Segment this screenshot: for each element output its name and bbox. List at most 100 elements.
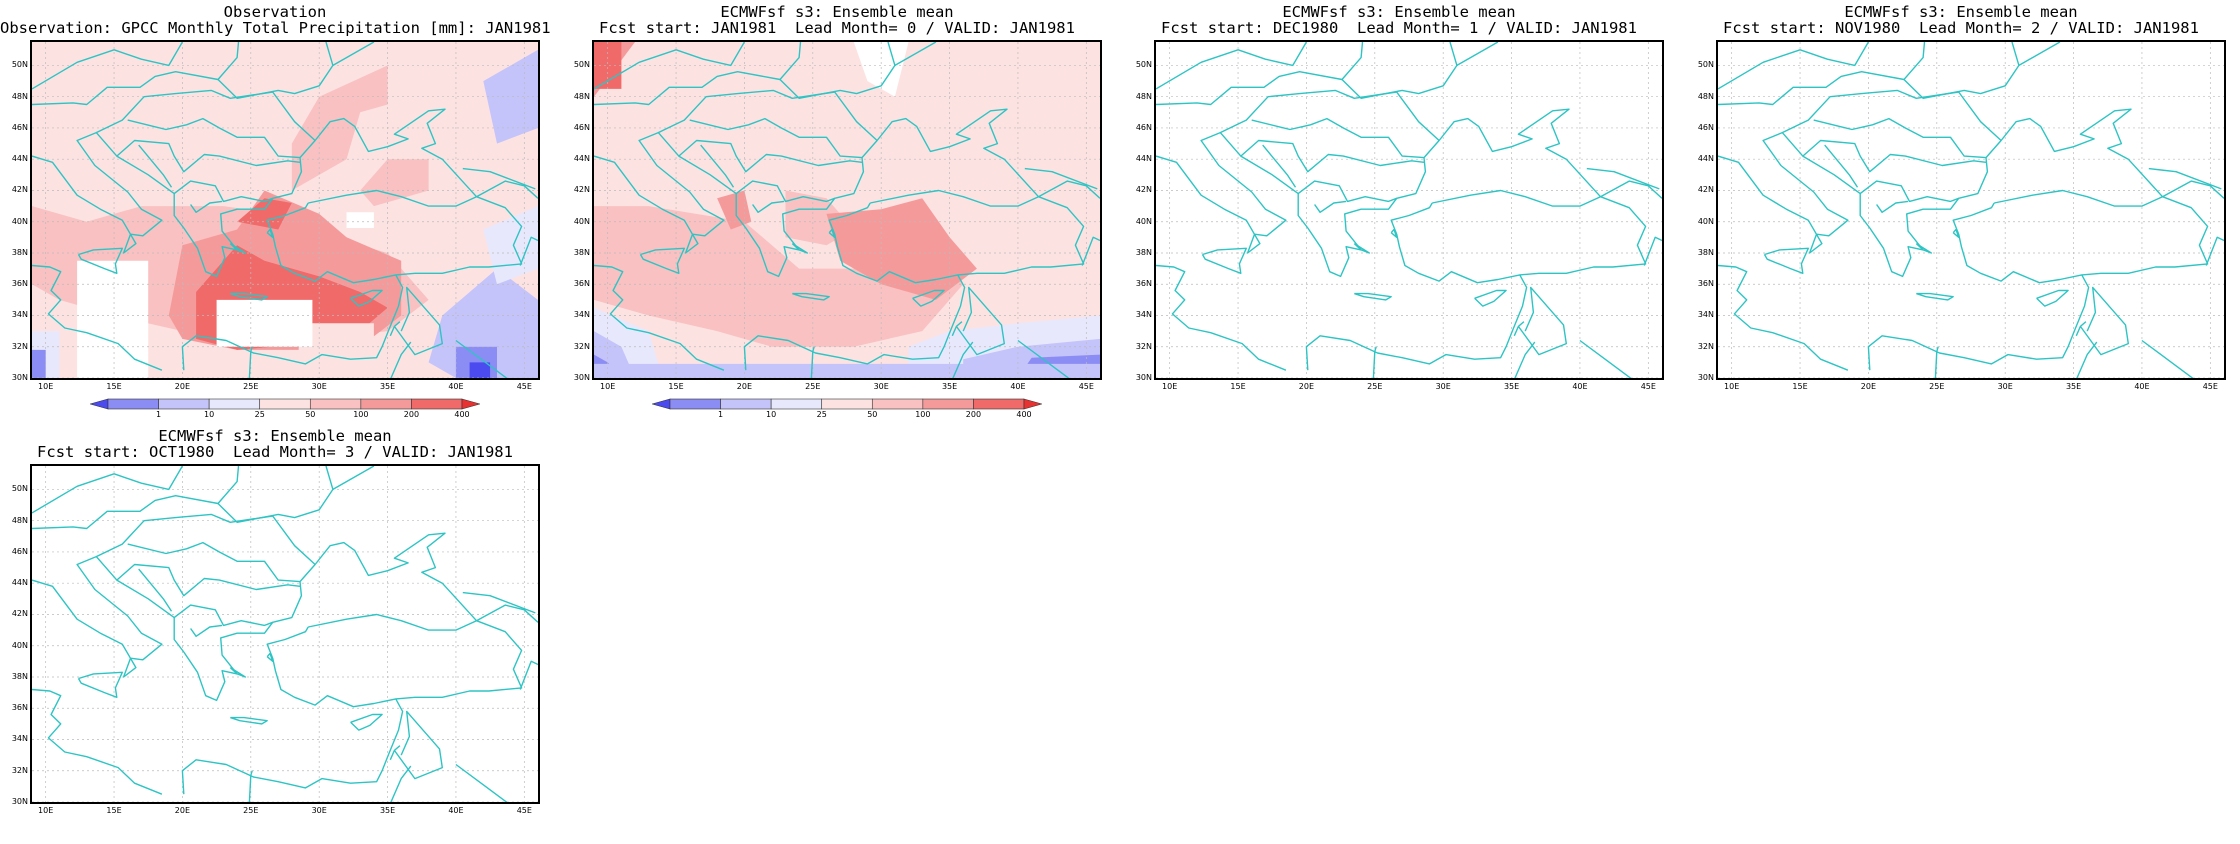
colorbar-label: 10	[204, 410, 215, 419]
coastline	[1353, 243, 1371, 254]
country-border	[1341, 42, 1458, 99]
country-border	[1519, 196, 1647, 276]
coastline	[1952, 228, 1960, 239]
country-border	[462, 167, 536, 190]
colorbar-label: 400	[1016, 410, 1032, 419]
coastline	[77, 247, 124, 275]
lon-tick-label: 15E	[106, 382, 122, 391]
map-panel-4: ECMWFsf s3: Ensemble mean Fcst start: NOV…	[1686, 0, 2236, 420]
lat-tick-label: 40N	[11, 216, 28, 226]
country-border	[1859, 180, 1959, 203]
lat-tick-label: 40N	[573, 216, 590, 226]
coastline	[912, 289, 945, 307]
lon-tick-label: 40E	[2134, 382, 2150, 391]
lon-tick-label: 10E	[1162, 382, 1178, 391]
colorbar: 1 10 25 50 100 200 400	[652, 398, 1042, 420]
lon-tick-label: 45E	[1078, 382, 1094, 391]
map-frame	[1716, 40, 2226, 380]
colorbar-label: 100	[915, 410, 931, 419]
lon-tick-label: 15E	[1230, 382, 1246, 391]
country-border	[1017, 339, 1070, 378]
country-border	[1718, 42, 1926, 106]
country-border	[127, 541, 301, 583]
colorbar-label: 100	[353, 410, 369, 419]
missing-data-box	[346, 212, 374, 228]
coastline	[77, 671, 124, 699]
colorbar-label: 10	[766, 410, 777, 419]
country-border	[2018, 42, 2061, 67]
lat-tick-label: 32N	[1135, 341, 1152, 351]
coastline	[1390, 228, 1398, 239]
country-border	[2079, 286, 2129, 356]
coastlines	[32, 466, 538, 802]
country-border	[116, 563, 301, 597]
graticule	[1156, 42, 1662, 378]
lat-tick-label: 42N	[1135, 185, 1152, 195]
precip-contour	[469, 362, 491, 378]
country-border	[810, 346, 815, 378]
lon-tick-label: 35E	[1503, 382, 1520, 391]
map-panel-5: ECMWFsf s3: Ensemble mean Fcst start: OCT…	[0, 424, 550, 844]
country-border	[390, 341, 412, 378]
map-panel-2: ECMWFsf s3: Ensemble mean Fcst start: JAN…	[562, 0, 1112, 420]
lon-tick-label: 20E	[736, 382, 753, 391]
coastline	[32, 532, 478, 702]
missing-data-box	[853, 42, 909, 97]
coastline	[350, 713, 383, 731]
lat-tick-label: 48N	[11, 515, 28, 525]
country-border	[1038, 180, 1100, 199]
country-border	[2081, 196, 2209, 276]
country-border	[1824, 144, 1859, 188]
panel-subtitle: Observation: GPCC Monthly Total Precipit…	[0, 19, 551, 37]
lat-tick-label: 30N	[1697, 373, 1714, 382]
lon-tick-label: 25E	[1929, 382, 1945, 391]
coastline	[1718, 264, 1849, 371]
colorbar-swatch	[770, 398, 823, 410]
lat-tick-label: 38N	[11, 247, 28, 257]
lat-tick-label: 34N	[11, 310, 28, 320]
country-border	[1251, 117, 1425, 159]
lat-tick-label: 44N	[1697, 154, 1714, 164]
country-border	[2076, 341, 2098, 378]
lon-tick-label: 15E	[1792, 382, 1808, 391]
country-border	[332, 42, 375, 67]
colorbar-label: 1	[156, 410, 162, 419]
lat-tick-label: 30N	[11, 373, 28, 382]
graticule	[32, 466, 538, 802]
coastline	[32, 108, 478, 278]
lon-tick-label: 35E	[941, 382, 958, 391]
lat-tick-label: 42N	[11, 185, 28, 195]
country-border	[951, 321, 963, 337]
colorbar-low-arrow	[90, 398, 109, 410]
country-border	[700, 144, 735, 188]
country-border	[1586, 167, 1660, 190]
map-panel-3: ECMWFsf s3: Ensemble mean Fcst start: DEC…	[1124, 0, 1674, 420]
colorbar-swatch	[922, 398, 974, 410]
coastline	[2036, 289, 2069, 307]
lon-tick-label: 40E	[1010, 382, 1026, 391]
precip-contour	[594, 42, 622, 89]
colorbar-label: 25	[254, 410, 265, 419]
lat-tick-label: 46N	[573, 122, 590, 132]
lat-tick-label: 38N	[1135, 247, 1152, 257]
lon-tick-label: 20E	[174, 382, 191, 391]
map-canvas	[1156, 42, 1662, 378]
lat-tick-label: 34N	[1135, 310, 1152, 320]
country-border	[173, 180, 273, 203]
graticule	[32, 42, 538, 378]
country-border	[389, 321, 401, 337]
country-border	[127, 117, 301, 159]
lon-tick-label: 30E	[1435, 382, 1451, 391]
lon-tick-label: 10E	[38, 806, 54, 815]
country-border	[32, 466, 240, 530]
lat-tick-label: 36N	[573, 279, 590, 289]
colorbar-swatch	[107, 398, 159, 410]
coastline	[1156, 108, 1602, 278]
coastline	[1201, 247, 1248, 275]
country-border	[462, 591, 536, 614]
country-border	[894, 42, 937, 67]
country-border	[1024, 167, 1098, 190]
lon-tick-label: 45E	[2202, 382, 2218, 391]
lat-tick-label: 38N	[573, 247, 590, 257]
country-border	[32, 42, 240, 106]
